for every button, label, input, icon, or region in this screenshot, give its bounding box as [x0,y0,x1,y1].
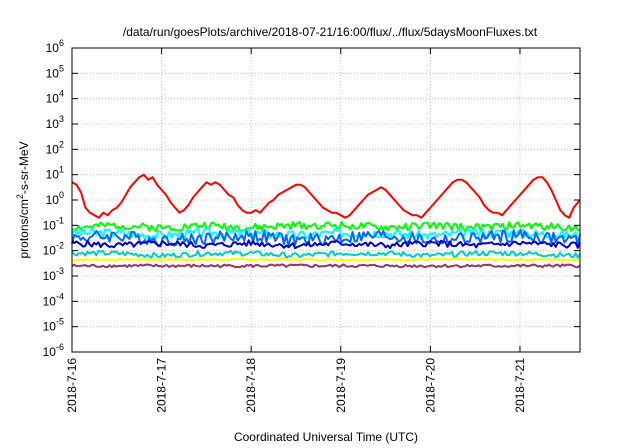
y-tick-label: 104 [46,89,64,106]
y-tick-base: 10 [46,41,60,55]
chart-title: /data/run/goesPlots/archive/2018-07-21/1… [123,25,538,39]
x-tick-label: 2018-7-21 [513,358,527,413]
plot-frame [71,47,581,353]
y-tick-exp: 1 [59,165,64,175]
y-tick-base: 10 [43,320,57,334]
x-tick-labels: 2018-7-16 2018-7-17 2018-7-18 2018-7-19 2018… [65,358,527,413]
y-tick-exp: 5 [59,63,64,73]
x-tick-label: 2018-7-17 [155,358,169,413]
series-line-2 [71,220,581,233]
y-tick-exp: -1 [56,215,64,225]
y-tick-base: 10 [43,345,57,359]
grid [72,48,580,352]
y-tick-label: 10-5 [43,317,64,334]
y-tick-exp: 2 [59,139,64,149]
y-tick-base: 10 [46,117,60,131]
tick-marks [71,47,580,353]
y-tick-label: 10-2 [43,241,64,258]
series-group [71,173,581,269]
y-tick-exp: 3 [59,114,64,124]
x-axis-label: Coordinated Universal Time (UTC) [234,430,418,444]
y-tick-label: 100 [46,190,64,207]
series-line-1 [71,173,581,219]
y-tick-label: 102 [46,139,64,156]
x-tick-label: 2018-7-20 [423,358,437,413]
y-tick-base: 10 [43,218,57,232]
y-tick-base: 10 [43,244,57,258]
y-tick-base: 10 [46,92,60,106]
y-tick-exp: -3 [56,266,64,276]
y-tick-exp: 4 [59,89,64,99]
y-tick-base: 10 [43,269,57,283]
y-tick-exp: 6 [59,38,64,48]
y-axis-label-sup: 2 [15,194,25,199]
y-tick-exp: -5 [56,317,64,327]
y-tick-exp: -4 [56,291,64,301]
y-tick-label: 103 [46,114,64,131]
series-line-6 [71,249,581,259]
series-line-8 [71,263,581,269]
x-tick-label: 2018-7-18 [244,358,258,413]
x-tick-label: 2018-7-16 [65,358,79,413]
x-tick-label: 2018-7-19 [334,358,348,413]
y-tick-base: 10 [43,294,57,308]
series-line-3 [71,227,581,241]
series-line-7 [71,257,581,262]
y-axis-label: protons/cm2-s-sr-MeV [15,141,31,258]
y-tick-exp: -2 [56,241,64,251]
series-line-5 [71,239,581,250]
y-tick-label: 101 [46,165,64,182]
y-tick-label: 106 [46,38,64,55]
y-tick-base: 10 [46,142,60,156]
y-tick-exp: 0 [59,190,64,200]
y-tick-label: 10-3 [43,266,64,283]
y-tick-label: 105 [46,63,64,80]
y-tick-base: 10 [46,193,60,207]
y-tick-label: 10-4 [43,291,64,308]
y-tick-labels: 10-610-510-410-310-210-11001011021031041… [43,38,64,359]
y-tick-base: 10 [46,66,60,80]
y-tick-label: 10-1 [43,215,64,232]
y-tick-label: 10-6 [43,342,64,359]
y-tick-exp: -6 [56,342,64,352]
y-tick-base: 10 [46,168,60,182]
y-axis-label-pre: protons/cm [17,199,31,258]
y-axis-label-post: -s-sr-MeV [17,141,31,194]
